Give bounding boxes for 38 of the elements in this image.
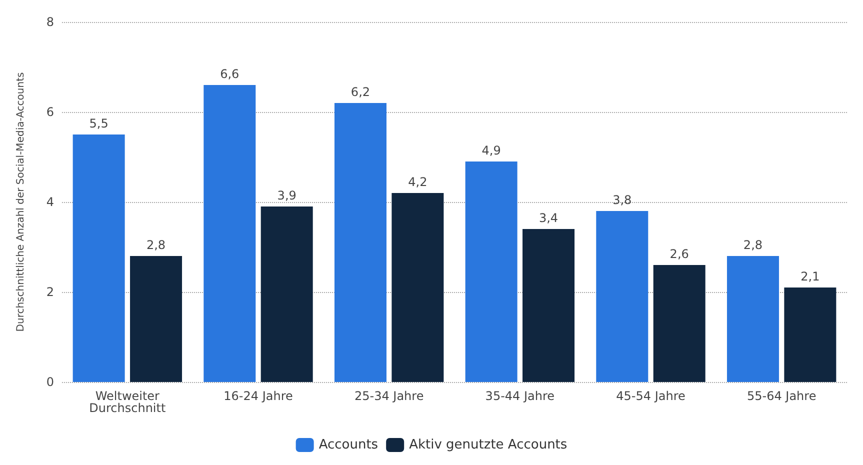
data-label: 6,6 — [220, 67, 240, 81]
bar — [465, 162, 518, 382]
data-label: 3,4 — [538, 211, 558, 225]
data-label: 3,8 — [612, 193, 632, 207]
x-tick-label: 55-64 Jahre — [746, 389, 816, 403]
bar — [653, 265, 706, 382]
bar — [130, 256, 182, 382]
x-tick-label: 25-34 Jahre — [354, 389, 424, 403]
data-label: 2,6 — [670, 247, 689, 261]
legend-label: Accounts — [318, 438, 378, 452]
y-axis-title: Durchschnittliche Anzahl der Social-Media-Accounts — [16, 72, 26, 332]
data-label: 5,5 — [89, 116, 108, 130]
data-label: 4,9 — [482, 144, 501, 158]
x-tick-label: 45-54 Jahre — [616, 389, 686, 403]
bar — [72, 134, 125, 382]
bar — [392, 193, 444, 382]
data-label: 3,9 — [277, 188, 296, 202]
x-tick-label: 16-24 Jahre — [224, 389, 293, 403]
bar — [784, 288, 836, 382]
y-tick-label: 6 — [46, 105, 54, 119]
bar — [334, 103, 386, 382]
y-tick-label: 2 — [46, 285, 54, 299]
x-tick-label: 35-44 Jahre — [485, 389, 555, 403]
bar — [596, 211, 648, 382]
data-label: 6,2 — [350, 85, 370, 99]
data-label: 2,8 — [743, 238, 763, 252]
y-tick-label: 0 — [46, 375, 54, 389]
bar — [726, 256, 779, 382]
data-label: 2,8 — [146, 238, 166, 252]
data-label: 2,1 — [800, 270, 820, 284]
y-tick-label: 4 — [46, 195, 54, 209]
data-label: 4,2 — [408, 175, 428, 189]
bar — [204, 85, 256, 382]
bar — [260, 206, 313, 382]
legend-label: Aktiv genutzte Accounts — [409, 438, 568, 452]
x-tick-label: Weltweiter Durchschnitt — [89, 389, 166, 415]
y-tick-label: 8 — [46, 15, 54, 29]
bar — [522, 229, 575, 382]
